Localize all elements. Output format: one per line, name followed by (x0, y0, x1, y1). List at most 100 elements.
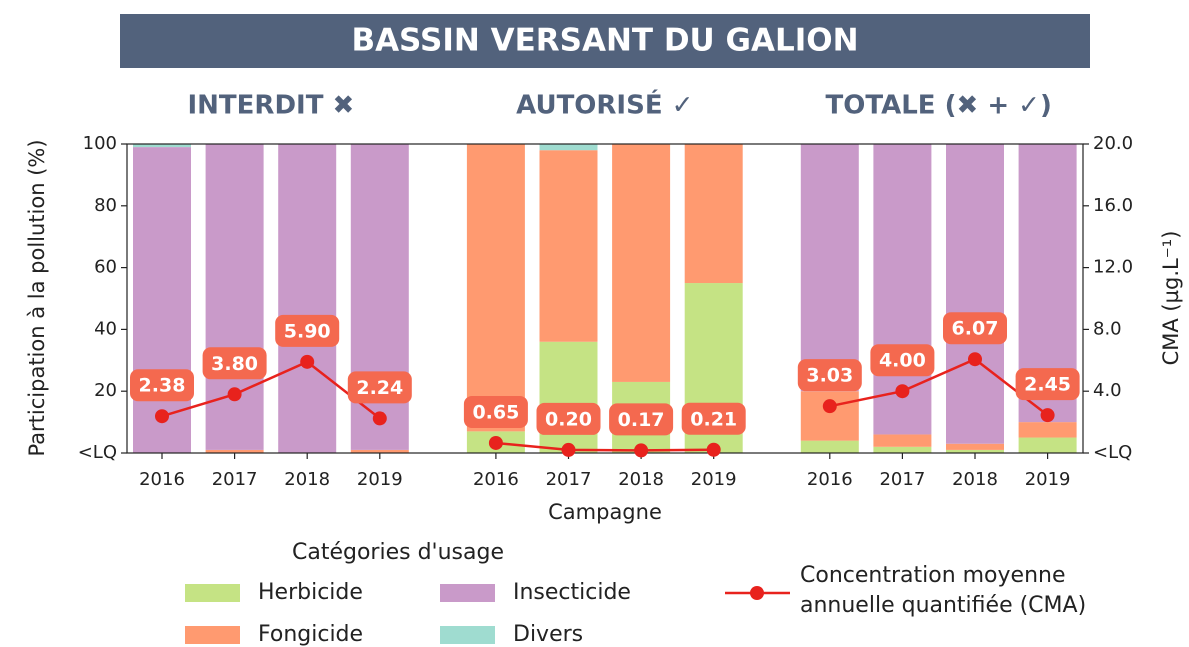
value-label-box (797, 359, 862, 392)
group-title: TOTALE (✖ + ✓) (826, 91, 1052, 121)
value-label-box (609, 403, 674, 436)
value-label-box (1015, 368, 1080, 401)
legend-label-box: Concentration moyenne annuelle quantifié… (800, 563, 1087, 618)
bar-segment (205, 449, 264, 453)
value-label: 2.24 (356, 377, 403, 399)
y2-tick-label: 8.0 (1093, 318, 1122, 339)
y-tick-label: 20 (94, 380, 117, 401)
cma-point (706, 442, 721, 457)
cma-line (829, 357, 1049, 417)
y-tick-label: 40 (94, 318, 117, 339)
x-tick-label: 2016 (473, 469, 519, 490)
group-title: AUTORISÉ ✓ (516, 89, 693, 121)
legend-label: Divers (513, 622, 583, 647)
legend-label: Insecticide (513, 580, 631, 605)
value-label-box (536, 402, 601, 435)
value-label-box (275, 314, 340, 347)
value-label-box (202, 347, 267, 380)
cma-point (488, 435, 503, 450)
bar-segment (205, 144, 264, 450)
chart-title: BASSIN VERSANT DU GALION (351, 23, 858, 59)
value-label: 3.03 (806, 365, 853, 387)
value-label: 3.80 (211, 353, 258, 375)
y-tick-label: <LQ (78, 442, 117, 463)
legend-marker (750, 586, 764, 600)
bar-segment (539, 150, 598, 342)
cma-line (495, 441, 714, 452)
value-label: 5.90 (284, 320, 331, 342)
cma-point (895, 384, 910, 399)
bar-segment (133, 147, 191, 453)
bar-segment (1018, 422, 1077, 438)
value-label-box (943, 312, 1007, 345)
cma-point (227, 387, 242, 402)
cma-point (155, 409, 169, 424)
legend-swatch (185, 584, 240, 602)
bar-segment (466, 144, 525, 432)
plot-frame (126, 143, 1084, 454)
y-axis-label: Participation à la pollution (%) (25, 139, 49, 456)
value-label-box (130, 369, 194, 402)
value-label: 2.38 (139, 375, 186, 397)
bar-segment (946, 144, 1004, 444)
x-tick-label: 2016 (139, 469, 185, 490)
y-tick-label: 80 (94, 195, 117, 216)
x-tick-label: 2019 (1025, 469, 1071, 490)
value-label: 0.20 (545, 408, 592, 430)
cma-point (561, 442, 576, 457)
x-tick-label: 2019 (357, 469, 403, 490)
legend-label: Fongicide (258, 622, 363, 647)
value-label: 0.65 (472, 401, 519, 423)
legend-title: Catégories d'usage (292, 540, 504, 565)
x-tick-label: 2016 (807, 469, 853, 490)
value-label-box (870, 344, 935, 377)
bar-segment (539, 341, 598, 453)
bar-segment (873, 446, 932, 453)
bar-segment (873, 434, 932, 447)
y-tick-label: 60 (94, 257, 117, 278)
y2-axis-label: CMA (µg.L⁻¹) (1159, 231, 1183, 366)
x-tick-label: 2018 (618, 469, 664, 490)
value-label-box (681, 402, 746, 435)
cma-line (161, 360, 381, 420)
bar-segment (1018, 437, 1077, 453)
y2-tick-label: <LQ (1093, 442, 1132, 463)
legend-swatch (185, 626, 240, 644)
cma-point (634, 443, 649, 458)
title-banner (120, 14, 1090, 68)
value-label: 2.45 (1024, 374, 1071, 396)
legend-label: Concentration moyenne annuelle quantifié… (800, 563, 1087, 618)
x-tick-label: 2019 (691, 469, 737, 490)
cma-point (822, 399, 837, 414)
x-tick-label: 2017 (546, 469, 592, 490)
x-tick-label: 2018 (952, 469, 998, 490)
y2-tick-label: 4.0 (1093, 380, 1122, 401)
bar-segment (539, 144, 598, 151)
bar-segment (800, 144, 859, 392)
value-label-box (347, 371, 412, 404)
bar-segment (800, 391, 859, 441)
value-label: 4.00 (879, 350, 926, 372)
x-tick-label: 2018 (284, 469, 330, 490)
bar-segment (946, 443, 1004, 450)
y-tick-label: 100 (83, 133, 117, 154)
bar-segment (684, 144, 743, 284)
value-label: 6.07 (952, 318, 999, 340)
value-label: 0.17 (618, 409, 665, 431)
y2-tick-label: 16.0 (1093, 195, 1133, 216)
legend-swatch (440, 584, 495, 602)
cma-point (968, 352, 982, 367)
bar-segment (133, 144, 191, 148)
y2-tick-label: 12.0 (1093, 257, 1133, 278)
legend-swatch (440, 626, 495, 644)
cma-point (1040, 408, 1055, 423)
cma-point (300, 354, 315, 369)
cma-point (372, 411, 387, 426)
x-axis-label: Campagne (548, 500, 662, 524)
legend-label: Herbicide (258, 580, 363, 605)
x-tick-label: 2017 (879, 469, 925, 490)
bar-segment (350, 449, 409, 453)
group-title: INTERDIT ✖ (188, 91, 355, 121)
x-tick-label: 2017 (212, 469, 258, 490)
